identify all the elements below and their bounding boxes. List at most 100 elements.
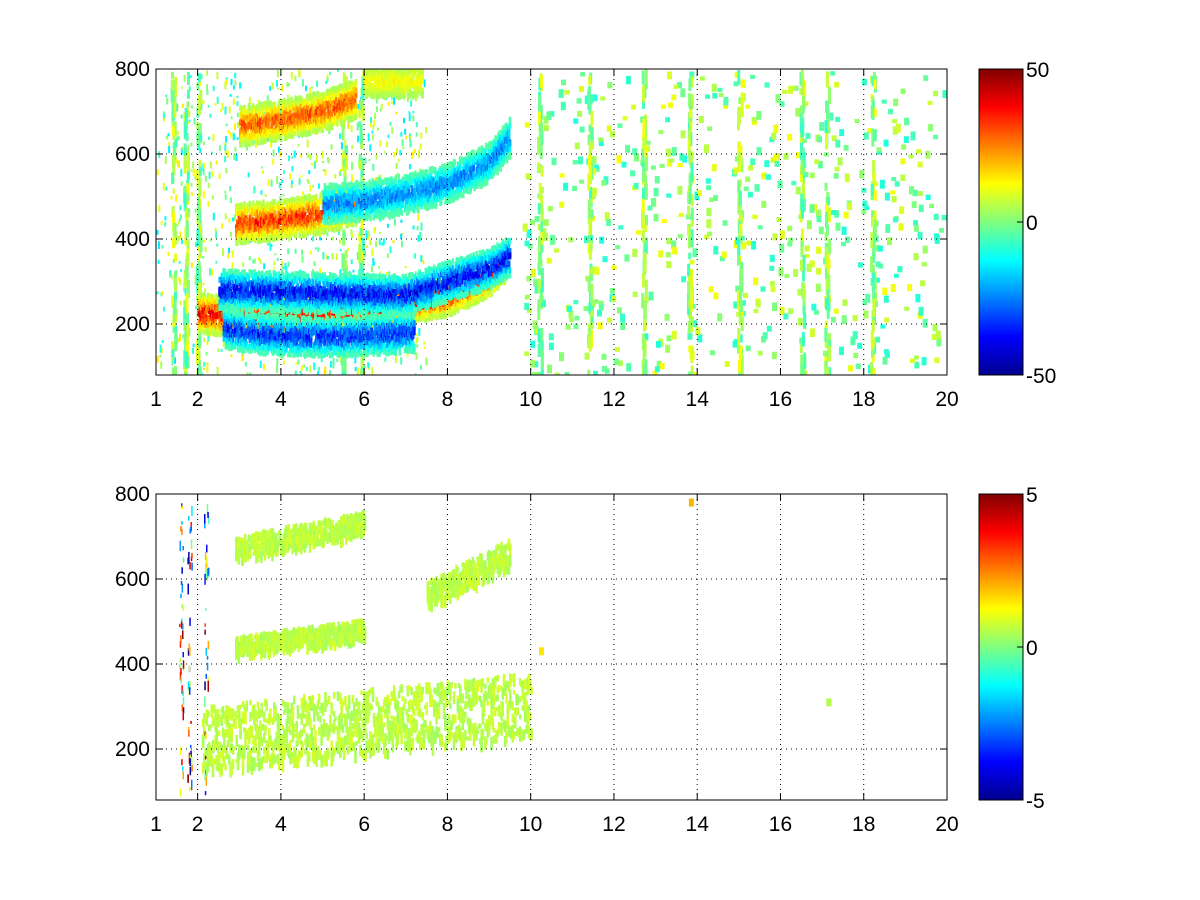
streak-cell: [590, 267, 593, 274]
streak-cell: [537, 162, 541, 172]
noise-cell: [288, 236, 291, 242]
noise-cell: [907, 284, 913, 292]
noise-cell: [559, 173, 565, 178]
streak-cell: [739, 212, 743, 225]
noise-cell: [743, 186, 749, 191]
noise-cell: [602, 256, 608, 263]
streak-cell: [802, 293, 806, 314]
noise-cell: [357, 367, 359, 374]
streak-cell: [343, 372, 347, 375]
noise-cell: [291, 156, 294, 159]
noise-cell: [371, 134, 374, 141]
noise-cell: [244, 361, 247, 367]
noise-cell: [180, 146, 183, 150]
noise-cell: [601, 353, 607, 360]
noise-cell: [276, 358, 279, 366]
noise-cell: [232, 98, 235, 105]
noise-cell: [787, 241, 793, 247]
streak-cell: [588, 231, 592, 244]
noise-cell: [857, 262, 863, 268]
streak-cell: [360, 219, 364, 237]
streak-cell: [199, 103, 203, 111]
noise-cell: [387, 102, 390, 106]
noise-cell: [415, 97, 417, 102]
noise-cell: [266, 95, 269, 102]
streak-cell: [184, 207, 188, 218]
noise-cell: [202, 256, 205, 259]
noise-cell: [546, 111, 552, 120]
noise-cell: [191, 193, 194, 196]
noise-cell: [733, 167, 739, 175]
noise-cell: [329, 71, 332, 76]
streak-cell: [171, 367, 175, 375]
streak-cell: [825, 132, 828, 150]
streak-cell: [187, 71, 190, 86]
streak-cell: [361, 82, 365, 102]
noise-cell: [395, 111, 398, 115]
noise-cell: [572, 185, 578, 192]
noise-cell: [391, 126, 394, 134]
streak-cell: [590, 270, 594, 281]
noise-cell: [339, 356, 342, 363]
noise-cell: [310, 86, 313, 89]
noise-cell: [386, 253, 389, 259]
noise-cell: [843, 144, 849, 151]
streak-cell: [802, 305, 806, 315]
noise-cell: [220, 349, 223, 352]
streak-cell: [197, 261, 201, 269]
noise-cell: [290, 180, 293, 186]
streak-cell: [737, 70, 741, 85]
noise-cell: [300, 373, 303, 375]
noise-cell: [415, 122, 418, 128]
streak-cell: [538, 343, 542, 353]
streak-cell: [590, 134, 594, 149]
streak-cell: [824, 341, 828, 349]
noise-cell: [236, 95, 239, 99]
noise-cell: [165, 186, 168, 191]
streak-cell: [827, 127, 831, 134]
noise-cell: [190, 169, 193, 172]
noise-cell: [711, 83, 717, 92]
noise-cell: [673, 84, 679, 89]
streak-cell: [588, 302, 592, 315]
noise-cell: [397, 158, 400, 162]
noise-cell: [713, 195, 719, 201]
noise-cell: [891, 177, 897, 182]
noise-cell: [917, 161, 923, 168]
noise-cell: [212, 85, 215, 92]
noise-cell: [176, 130, 179, 136]
noise-cell: [526, 275, 532, 282]
streak-cell: [690, 76, 694, 88]
noise-cell: [383, 150, 386, 154]
noise-cell: [678, 212, 684, 217]
noise-cell: [863, 132, 869, 140]
streak-cell: [737, 121, 740, 131]
streak-cell: [641, 148, 645, 163]
noise-cell: [665, 117, 671, 123]
noise-cell: [263, 363, 266, 370]
noise-cell: [687, 332, 693, 340]
noise-cell: [688, 371, 694, 375]
noise-cell: [689, 71, 695, 79]
noise-cell: [573, 118, 579, 124]
noise-cell: [908, 154, 914, 159]
noise-cell: [161, 245, 164, 249]
noise-cell: [248, 97, 251, 104]
noise-cell: [369, 144, 372, 152]
noise-cell: [287, 261, 290, 267]
noise-cell: [180, 86, 183, 89]
noise-cell: [611, 265, 617, 270]
noise-cell: [221, 102, 224, 110]
noise-cell: [234, 123, 236, 130]
noise-cell: [689, 259, 695, 265]
noise-cell: [412, 115, 415, 122]
noise-cell: [734, 72, 740, 78]
noise-cell: [234, 72, 237, 79]
noise-cell: [774, 160, 780, 167]
noise-cell: [235, 153, 238, 161]
noise-cell: [771, 132, 777, 140]
noise-cell: [294, 248, 297, 254]
ridge-cell: [444, 313, 447, 319]
noise-cell: [567, 306, 573, 312]
streak-cell: [362, 352, 365, 362]
